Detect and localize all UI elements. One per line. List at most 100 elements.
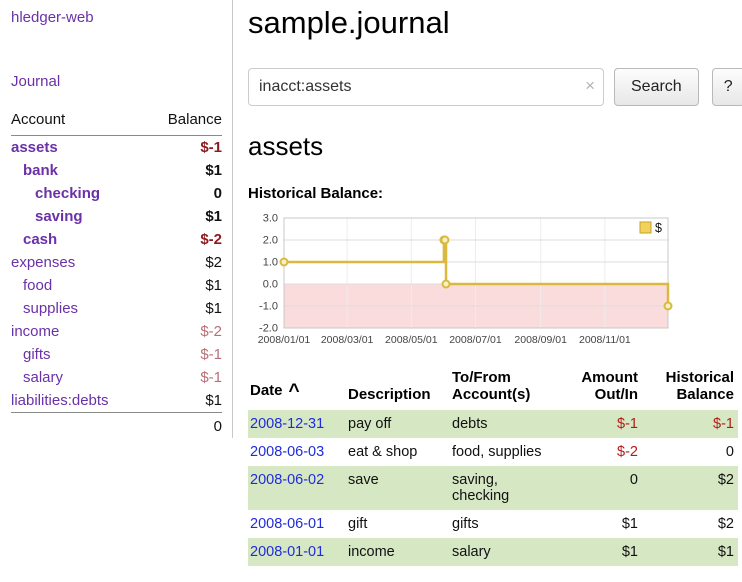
account-link-salary[interactable]: salary bbox=[23, 369, 63, 386]
register-date-cell: 2008-06-03 bbox=[248, 438, 346, 466]
balance-column-header: Balance bbox=[147, 109, 222, 136]
register-accounts: debts bbox=[450, 410, 558, 438]
account-link-supplies[interactable]: supplies bbox=[23, 300, 78, 317]
register-row: 2008-12-31pay offdebts$-1$-1 bbox=[248, 410, 738, 438]
account-link-checking[interactable]: checking bbox=[35, 185, 100, 202]
svg-text:$: $ bbox=[655, 221, 662, 235]
help-button[interactable]: ? bbox=[712, 68, 742, 106]
register-date-cell: 2008-06-02 bbox=[248, 466, 346, 510]
account-row: income $-2 bbox=[11, 320, 222, 343]
account-row: food $1 bbox=[11, 274, 222, 297]
register-date-link[interactable]: 2008-06-03 bbox=[250, 444, 324, 460]
register-date-link[interactable]: 2008-01-01 bbox=[250, 544, 324, 560]
chart-title: Historical Balance: bbox=[248, 185, 742, 202]
register-header-amount: Amount Out/In bbox=[558, 367, 642, 410]
register-header-row: Date^ Description To/From Account(s) Amo… bbox=[248, 367, 738, 410]
account-row: checking 0 bbox=[11, 182, 222, 205]
account-balance: $-2 bbox=[147, 228, 222, 251]
account-balance: $1 bbox=[147, 205, 222, 228]
account-balance: 0 bbox=[147, 182, 222, 205]
search-button[interactable]: Search bbox=[614, 68, 699, 106]
account-row: expenses $2 bbox=[11, 251, 222, 274]
register-amount: $-1 bbox=[558, 410, 642, 438]
register-description: gift bbox=[346, 510, 450, 538]
account-row: supplies $1 bbox=[11, 297, 222, 320]
account-link-liabilities-debts[interactable]: liabilities:debts bbox=[11, 392, 109, 409]
account-row: bank $1 bbox=[11, 159, 222, 182]
register-header-date[interactable]: Date ^ bbox=[248, 367, 346, 410]
account-balance: $-1 bbox=[147, 366, 222, 389]
account-row: salary $-1 bbox=[11, 366, 222, 389]
register-accounts: saving, checking bbox=[450, 466, 558, 510]
journal-link[interactable]: Journal bbox=[11, 73, 222, 90]
account-row: cash $-2 bbox=[11, 228, 222, 251]
historical-balance-chart: 3.02.01.00.0-1.0-2.02008/01/012008/03/01… bbox=[248, 210, 742, 357]
sidebar: hledger-web Journal Account Balance asse… bbox=[0, 0, 233, 438]
register-amount: $1 bbox=[558, 538, 642, 566]
register-description: eat & shop bbox=[346, 438, 450, 466]
register-balance: $-1 bbox=[642, 410, 738, 438]
register-amount: 0 bbox=[558, 466, 642, 510]
account-balance: $1 bbox=[147, 297, 222, 320]
account-balance: $1 bbox=[147, 274, 222, 297]
account-column-header: Account bbox=[11, 109, 147, 136]
account-link-assets[interactable]: assets bbox=[11, 139, 58, 156]
account-link-gifts[interactable]: gifts bbox=[23, 346, 51, 363]
register-accounts: salary bbox=[450, 538, 558, 566]
svg-text:3.0: 3.0 bbox=[263, 213, 278, 225]
account-balance: $2 bbox=[147, 251, 222, 274]
register-accounts: food, supplies bbox=[450, 438, 558, 466]
account-balance: $1 bbox=[147, 159, 222, 182]
account-link-saving[interactable]: saving bbox=[35, 208, 83, 225]
register-accounts: gifts bbox=[450, 510, 558, 538]
account-row: saving $1 bbox=[11, 205, 222, 228]
account-link-income[interactable]: income bbox=[11, 323, 59, 340]
date-header-label: Date bbox=[250, 382, 283, 399]
register-date-cell: 2008-06-01 bbox=[248, 510, 346, 538]
search-bar: × Search ? bbox=[248, 68, 742, 106]
register-row: 2008-06-01 giftgifts$1$2 bbox=[248, 510, 738, 538]
register-row: 2008-06-03eat & shopfood, supplies$-20 bbox=[248, 438, 738, 466]
register-row: 2008-01-01incomesalary$1$1 bbox=[248, 538, 738, 566]
svg-text:2008/11/01: 2008/11/01 bbox=[579, 334, 631, 346]
register-date-link[interactable]: 2008-12-31 bbox=[250, 416, 324, 432]
accounts-total-row: 0 bbox=[11, 413, 222, 439]
register-row: 2008-06-02savesaving, checking0$2 bbox=[248, 466, 738, 510]
svg-text:2.0: 2.0 bbox=[263, 235, 278, 247]
account-link-cash[interactable]: cash bbox=[23, 231, 57, 248]
clear-search-icon[interactable]: × bbox=[585, 76, 595, 96]
svg-text:2008/05/01: 2008/05/01 bbox=[385, 334, 438, 346]
register-balance: $2 bbox=[642, 466, 738, 510]
sort-ascending-icon: ^ bbox=[289, 381, 300, 402]
svg-text:0.0: 0.0 bbox=[263, 279, 278, 291]
accounts-header-row: Account Balance bbox=[11, 109, 222, 136]
account-link-bank[interactable]: bank bbox=[23, 162, 58, 179]
register-balance: $2 bbox=[642, 510, 738, 538]
svg-text:-1.0: -1.0 bbox=[259, 301, 278, 313]
register-header-accounts: To/From Account(s) bbox=[450, 367, 558, 410]
search-input[interactable] bbox=[248, 68, 604, 106]
svg-text:2008/03/01: 2008/03/01 bbox=[321, 334, 374, 346]
main-content: sample.journal × Search ? assets Histori… bbox=[233, 0, 742, 566]
register-header-balance: Historical Balance bbox=[642, 367, 738, 410]
register-description: pay off bbox=[346, 410, 450, 438]
register-date-cell: 2008-12-31 bbox=[248, 410, 346, 438]
page-title: sample.journal bbox=[248, 5, 742, 41]
app-title-link[interactable]: hledger-web bbox=[11, 9, 222, 26]
register-date-link[interactable]: 2008-06-02 bbox=[250, 472, 324, 488]
accounts-table: Account Balance assets $-1 bank $1 checking 0… bbox=[11, 109, 222, 438]
svg-text:-2.0: -2.0 bbox=[259, 323, 278, 335]
account-row: liabilities:debts$1 bbox=[11, 389, 222, 413]
account-link-expenses[interactable]: expenses bbox=[11, 254, 75, 271]
section-title: assets bbox=[248, 131, 742, 162]
register-amount: $1 bbox=[558, 510, 642, 538]
chart-svg: 3.02.01.00.0-1.0-2.02008/01/012008/03/01… bbox=[248, 210, 676, 352]
svg-text:2008/07/01: 2008/07/01 bbox=[449, 334, 502, 346]
account-balance: $-2 bbox=[147, 320, 222, 343]
register-description: income bbox=[346, 538, 450, 566]
register-balance: $1 bbox=[642, 538, 738, 566]
register-date-link[interactable]: 2008-06-01 bbox=[250, 516, 324, 532]
accounts-total-value: 0 bbox=[147, 413, 222, 439]
account-link-food[interactable]: food bbox=[23, 277, 52, 294]
svg-text:1.0: 1.0 bbox=[263, 257, 278, 269]
